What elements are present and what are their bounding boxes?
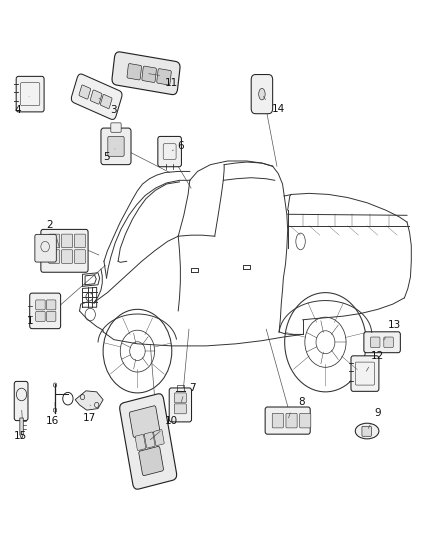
Ellipse shape — [355, 423, 379, 439]
Text: 14: 14 — [272, 104, 285, 114]
FancyBboxPatch shape — [100, 94, 112, 109]
FancyBboxPatch shape — [174, 404, 187, 414]
Polygon shape — [75, 391, 103, 410]
FancyBboxPatch shape — [169, 388, 191, 422]
FancyBboxPatch shape — [139, 447, 163, 475]
FancyBboxPatch shape — [286, 413, 297, 428]
FancyBboxPatch shape — [272, 413, 283, 428]
FancyBboxPatch shape — [371, 337, 380, 348]
FancyBboxPatch shape — [61, 234, 73, 248]
FancyBboxPatch shape — [135, 434, 146, 450]
FancyBboxPatch shape — [71, 74, 122, 119]
Text: 9: 9 — [374, 408, 381, 418]
Text: 11: 11 — [165, 78, 178, 87]
FancyBboxPatch shape — [251, 75, 272, 114]
FancyBboxPatch shape — [112, 52, 180, 95]
FancyBboxPatch shape — [108, 136, 124, 156]
FancyBboxPatch shape — [120, 394, 177, 489]
FancyBboxPatch shape — [74, 234, 85, 248]
Text: 12: 12 — [371, 351, 385, 361]
FancyBboxPatch shape — [74, 250, 85, 263]
Text: 16: 16 — [46, 416, 59, 425]
Text: 17: 17 — [83, 413, 96, 423]
Text: 4: 4 — [15, 105, 21, 115]
FancyBboxPatch shape — [145, 432, 155, 448]
FancyBboxPatch shape — [46, 300, 56, 310]
FancyBboxPatch shape — [49, 234, 60, 248]
FancyBboxPatch shape — [174, 393, 187, 403]
FancyBboxPatch shape — [127, 63, 141, 80]
FancyBboxPatch shape — [384, 337, 393, 348]
Text: 15: 15 — [14, 431, 27, 441]
FancyBboxPatch shape — [16, 76, 44, 112]
FancyBboxPatch shape — [362, 426, 371, 436]
FancyBboxPatch shape — [36, 300, 45, 310]
FancyBboxPatch shape — [46, 311, 56, 321]
FancyBboxPatch shape — [265, 407, 310, 434]
FancyBboxPatch shape — [351, 356, 379, 391]
FancyBboxPatch shape — [142, 66, 156, 83]
Text: 5: 5 — [103, 152, 110, 162]
FancyBboxPatch shape — [300, 413, 311, 428]
FancyBboxPatch shape — [101, 128, 131, 165]
Text: 8: 8 — [298, 397, 305, 407]
FancyBboxPatch shape — [364, 332, 400, 353]
FancyBboxPatch shape — [36, 311, 45, 321]
FancyBboxPatch shape — [49, 250, 60, 263]
FancyBboxPatch shape — [111, 123, 121, 132]
FancyBboxPatch shape — [79, 85, 91, 99]
FancyBboxPatch shape — [158, 136, 181, 167]
Text: 2: 2 — [46, 220, 53, 230]
Text: 3: 3 — [110, 105, 117, 115]
FancyBboxPatch shape — [129, 406, 159, 438]
FancyBboxPatch shape — [35, 235, 57, 262]
Text: 7: 7 — [189, 383, 196, 393]
Text: 13: 13 — [388, 320, 401, 330]
FancyBboxPatch shape — [41, 229, 88, 272]
Polygon shape — [20, 418, 23, 439]
FancyBboxPatch shape — [14, 382, 28, 421]
FancyBboxPatch shape — [61, 250, 73, 263]
Text: 1: 1 — [27, 317, 33, 326]
Text: 6: 6 — [177, 141, 184, 151]
FancyBboxPatch shape — [90, 90, 102, 104]
Text: 10: 10 — [165, 416, 178, 425]
Ellipse shape — [259, 88, 265, 100]
FancyBboxPatch shape — [154, 430, 164, 446]
FancyBboxPatch shape — [157, 69, 171, 85]
FancyBboxPatch shape — [30, 293, 60, 329]
